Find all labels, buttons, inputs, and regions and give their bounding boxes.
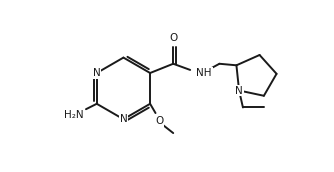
Text: N: N <box>93 68 101 78</box>
Text: N: N <box>120 114 127 124</box>
Text: O: O <box>155 116 163 126</box>
Text: H₂N: H₂N <box>64 110 84 120</box>
Text: O: O <box>169 33 177 43</box>
Text: NH: NH <box>196 68 212 78</box>
Text: N: N <box>235 85 243 95</box>
